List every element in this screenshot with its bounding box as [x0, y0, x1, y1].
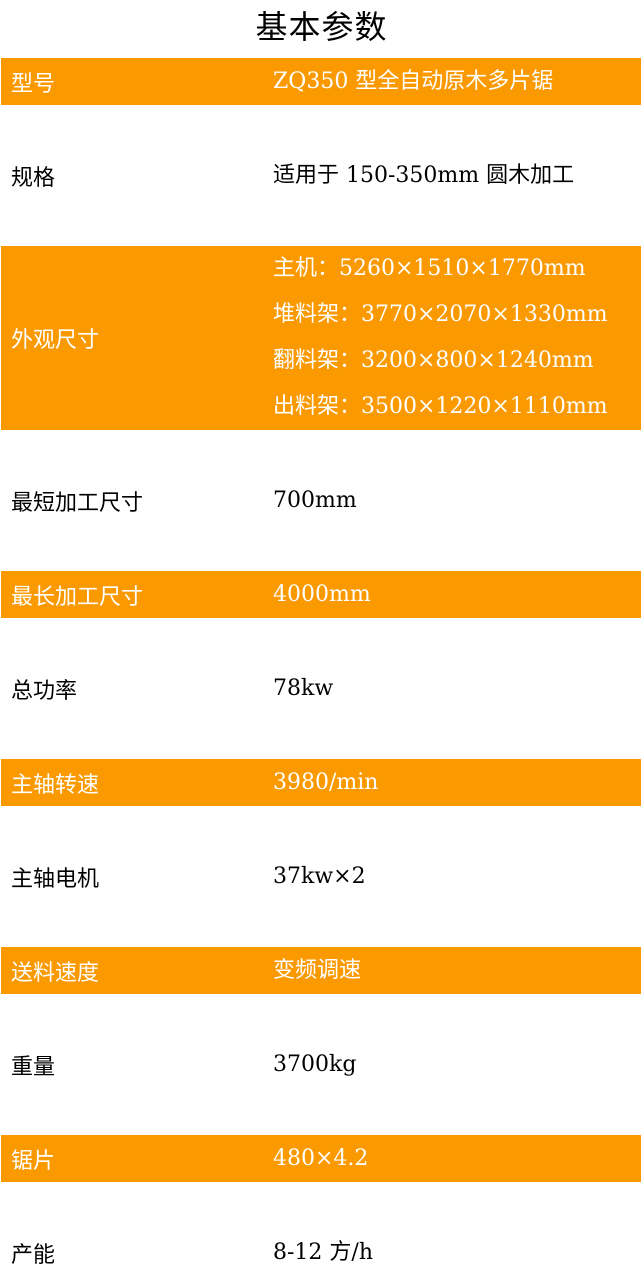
spec-value-line: ZQ350 型全自动原木多片锯	[273, 68, 554, 94]
table-row: 产能 8-12 方/h	[1, 1229, 641, 1276]
spec-value-line: 出料架：3500×1220×1110mm	[273, 394, 608, 419]
page-title: 基本参数	[255, 8, 388, 46]
spec-table: 型号 ZQ350 型全自动原木多片锯 规格 适用于 150-350mm 圆木加工 外观尺…	[1, 58, 641, 1276]
spec-label: 型号	[1, 58, 273, 105]
table-row: 主轴电机 37kw×2	[1, 853, 641, 900]
spec-value: ZQ350 型全自动原木多片锯	[273, 58, 641, 105]
spec-value: 适用于 150-350mm 圆木加工	[273, 152, 641, 199]
spec-label: 重量	[1, 1041, 273, 1088]
spec-value-line: 适用于 150-350mm 圆木加工	[273, 162, 575, 188]
spec-value-line: 78kw	[273, 675, 334, 701]
spec-value: 700mm	[273, 477, 641, 524]
spec-value: 37kw×2	[273, 853, 641, 900]
spec-value-line: 3980/min	[273, 769, 379, 795]
spec-value-line: 主机：5260×1510×1770mm	[273, 256, 586, 281]
spec-value: 变频调速	[273, 947, 641, 994]
spec-value: 78kw	[273, 665, 641, 712]
spec-value-line: 8-12 方/h	[273, 1239, 373, 1265]
spec-value: 4000mm	[273, 571, 641, 618]
spec-value-line: 700mm	[273, 487, 357, 513]
spec-value: 主机：5260×1510×1770mm 堆料架：3770×2070×1330mm 翻…	[273, 246, 641, 430]
table-row: 最短加工尺寸 700mm	[1, 477, 641, 524]
spec-label: 总功率	[1, 665, 273, 712]
spec-label: 最短加工尺寸	[1, 477, 273, 524]
table-row: 送料速度 变频调速	[1, 947, 641, 994]
table-row: 外观尺寸 主机：5260×1510×1770mm 堆料架：3770×2070×133…	[1, 246, 641, 430]
spec-value: 3700kg	[273, 1041, 641, 1088]
spec-value-line: 翻料架：3200×800×1240mm	[273, 348, 594, 373]
table-row: 锯片 480×4.2	[1, 1135, 641, 1182]
spec-value: 3980/min	[273, 759, 641, 806]
spec-label: 规格	[1, 152, 273, 199]
table-row: 重量 3700kg	[1, 1041, 641, 1088]
table-row: 型号 ZQ350 型全自动原木多片锯	[1, 58, 641, 105]
table-row: 最长加工尺寸 4000mm	[1, 571, 641, 618]
spec-label: 最长加工尺寸	[1, 571, 273, 618]
table-row: 主轴转速 3980/min	[1, 759, 641, 806]
spec-value-line: 37kw×2	[273, 863, 366, 889]
spec-value-line: 变频调速	[273, 957, 362, 983]
spec-label: 锯片	[1, 1135, 273, 1182]
spec-value: 8-12 方/h	[273, 1229, 641, 1276]
table-row: 规格 适用于 150-350mm 圆木加工	[1, 152, 641, 199]
spec-value-line: 堆料架：3770×2070×1330mm	[273, 302, 608, 327]
spec-value-line: 4000mm	[273, 581, 371, 607]
spec-label: 送料速度	[1, 947, 273, 994]
spec-value: 480×4.2	[273, 1135, 641, 1182]
spec-value-line: 480×4.2	[273, 1145, 369, 1171]
spec-label: 主轴电机	[1, 853, 273, 900]
spec-label: 产能	[1, 1229, 273, 1276]
table-row: 总功率 78kw	[1, 665, 641, 712]
spec-label: 外观尺寸	[1, 246, 273, 430]
spec-value-line: 3700kg	[273, 1051, 357, 1077]
spec-label: 主轴转速	[1, 759, 273, 806]
